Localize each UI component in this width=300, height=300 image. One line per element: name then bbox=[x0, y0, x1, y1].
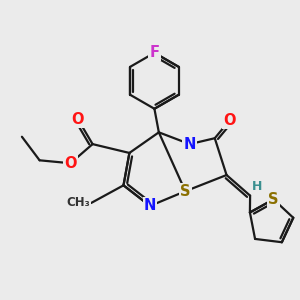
Text: O: O bbox=[64, 156, 77, 171]
Text: CH₃: CH₃ bbox=[66, 196, 90, 209]
Text: N: N bbox=[144, 198, 156, 213]
Text: O: O bbox=[72, 112, 84, 127]
Text: N: N bbox=[184, 136, 196, 152]
Text: S: S bbox=[268, 192, 279, 207]
Text: H: H bbox=[251, 180, 262, 193]
Text: S: S bbox=[180, 184, 190, 199]
Text: O: O bbox=[223, 113, 236, 128]
Text: F: F bbox=[149, 45, 159, 60]
